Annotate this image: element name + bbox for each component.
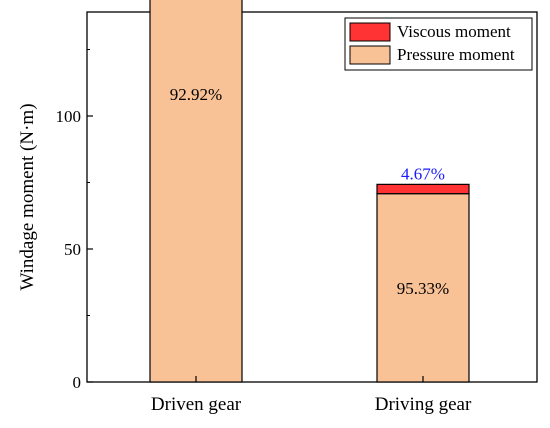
x-category-label: Driving gear	[375, 394, 472, 415]
y-tick-label: 50	[64, 240, 81, 259]
pressure-percent-label: 92.92%	[170, 85, 222, 104]
bar-pressure-moment	[149, 0, 243, 383]
pressure-percent-label: 95.33%	[397, 279, 449, 298]
x-category-label: Driven gear	[151, 394, 242, 415]
legend-swatch-pressure-moment	[349, 45, 391, 65]
viscous-percent-label: 4.67%	[401, 164, 445, 183]
legend-swatch-viscous-moment	[349, 22, 391, 42]
y-axis: 050100150200250	[56, 49, 93, 392]
plot-frame	[86, 11, 538, 383]
y-axis-title: Windage moment (N·m)	[17, 103, 38, 290]
y-tick-label: 0	[73, 373, 82, 392]
legend-label: Viscous moment	[397, 22, 511, 41]
bar-viscous-moment	[376, 183, 470, 195]
x-axis: Driven gear Driving gear	[151, 376, 472, 415]
legend-label: Pressure moment	[397, 45, 515, 64]
legend: Viscous moment Pressure moment	[344, 17, 533, 71]
y-tick-label: 100	[56, 107, 82, 126]
